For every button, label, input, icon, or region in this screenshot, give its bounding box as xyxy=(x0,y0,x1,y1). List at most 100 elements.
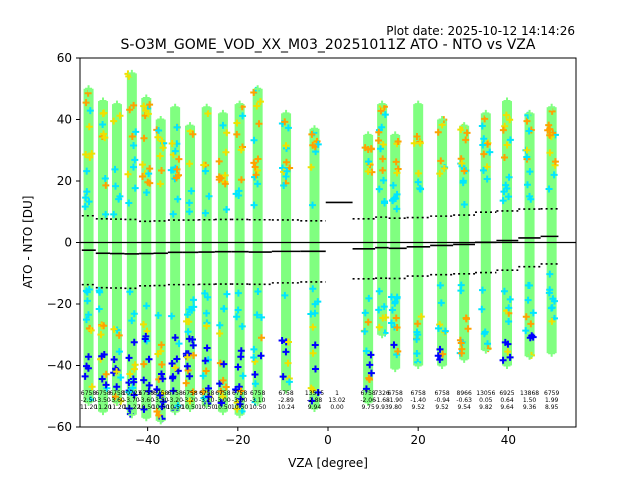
scatter-point xyxy=(183,362,191,370)
scatter-point xyxy=(220,305,228,313)
scatter-point xyxy=(219,408,227,416)
scatter-point xyxy=(85,123,93,131)
scatter-point xyxy=(380,303,388,311)
scatter-point xyxy=(523,153,531,161)
scatter-point xyxy=(146,179,154,187)
bin-count-label: 6758 xyxy=(250,390,265,397)
scatter-point xyxy=(479,166,487,174)
scatter-point xyxy=(130,163,137,171)
scatter-point xyxy=(234,363,242,371)
scatter-point xyxy=(462,315,470,323)
scatter-point xyxy=(97,331,105,339)
scatter-point xyxy=(110,325,118,333)
scatter-point xyxy=(223,290,231,298)
scatter-point xyxy=(234,306,242,314)
scatter-point xyxy=(130,142,138,150)
scatter-point xyxy=(526,168,534,176)
y-tick-label: −60 xyxy=(47,420,72,434)
scatter-point xyxy=(102,210,110,218)
scatter-point xyxy=(204,109,212,117)
scatter-point xyxy=(478,122,486,130)
scatter-point xyxy=(113,100,121,108)
scatter-point xyxy=(546,286,554,294)
scatter-point xyxy=(527,320,535,328)
scatter-point xyxy=(388,293,396,301)
scatter-point xyxy=(155,127,163,135)
bin-std-label: 10.50 xyxy=(152,404,169,411)
scatter-point xyxy=(237,353,245,361)
scatter-point xyxy=(237,176,245,184)
scatter-point xyxy=(99,120,107,128)
scatter-point xyxy=(253,102,261,110)
scatter-point xyxy=(282,348,290,356)
scatter-point xyxy=(309,349,317,357)
scatter-band xyxy=(83,88,94,403)
bin-std-label: 9.82 xyxy=(479,404,493,411)
scatter-point xyxy=(174,402,182,410)
scatter-point xyxy=(388,306,396,314)
scatter-point xyxy=(111,165,119,173)
scatter-point xyxy=(236,411,244,419)
scatter-point xyxy=(548,103,556,111)
scatter-point xyxy=(252,171,260,179)
scatter-point xyxy=(483,163,491,171)
scatter-point xyxy=(202,367,210,375)
scatter-point xyxy=(88,383,96,391)
scatter-point xyxy=(184,311,192,319)
scatter-point xyxy=(436,281,444,289)
scatter-point xyxy=(81,372,89,380)
scatter-point xyxy=(379,141,387,149)
bin-std-label: 8.95 xyxy=(545,404,559,411)
scatter-point xyxy=(501,122,509,130)
scatter-point xyxy=(505,193,513,201)
scatter-point xyxy=(365,294,373,302)
scatter-band xyxy=(170,107,181,412)
scatter-point xyxy=(142,107,150,115)
scatter-point xyxy=(393,205,401,213)
bin-std-label: 9.52 xyxy=(412,404,426,411)
scatter-point xyxy=(204,384,212,392)
scatter-point xyxy=(85,353,93,361)
scatter-point xyxy=(88,150,96,158)
scatter-point xyxy=(113,398,121,406)
scatter-point xyxy=(279,373,287,381)
scatter-point xyxy=(187,187,195,195)
bin-annotations: 6758-2.5011.206758-3.5011.206758-3.6011.… xyxy=(80,390,559,411)
scatter-point xyxy=(168,139,176,147)
scatter-point xyxy=(98,352,106,360)
scatter-point xyxy=(281,118,289,126)
scatter-point xyxy=(310,125,318,133)
scatter-point xyxy=(82,99,90,107)
chart-title: S-O3M_GOME_VOD_XX_M03_20251011Z ATO - NT… xyxy=(121,37,536,53)
scatter-point xyxy=(185,160,193,168)
scatter-point xyxy=(546,125,554,133)
scatter-point xyxy=(236,400,244,408)
scatter-point xyxy=(186,306,194,314)
scatter-layer xyxy=(81,69,559,425)
scatter-point xyxy=(280,182,288,190)
scatter-point xyxy=(146,165,154,173)
scatter-point xyxy=(85,198,93,206)
bin-std-label: 9.64 xyxy=(500,404,514,411)
bin-mean-label: -0.63 xyxy=(456,397,472,404)
scatter-point xyxy=(82,316,90,324)
bin-std-label: 9.80 xyxy=(389,404,403,411)
scatter-point xyxy=(200,394,208,402)
scatter-band xyxy=(546,107,557,354)
scatter-point xyxy=(86,153,94,161)
bin-std-label: 11.20 xyxy=(80,404,97,411)
scatter-point xyxy=(437,157,445,165)
scatter-point xyxy=(457,281,465,289)
scatter-point xyxy=(86,107,94,115)
scatter-point xyxy=(175,340,183,348)
scatter-point xyxy=(393,169,401,177)
bin-count-label: 6925 xyxy=(499,390,514,397)
scatter-point xyxy=(550,171,558,179)
statistics-lines xyxy=(80,201,576,290)
scatter-point xyxy=(182,379,190,387)
scatter-point xyxy=(523,146,531,154)
scatter-point xyxy=(362,385,370,393)
scatter-point xyxy=(222,383,230,391)
scatter-point xyxy=(310,405,318,413)
bin-count-label: 6758 xyxy=(95,390,110,397)
